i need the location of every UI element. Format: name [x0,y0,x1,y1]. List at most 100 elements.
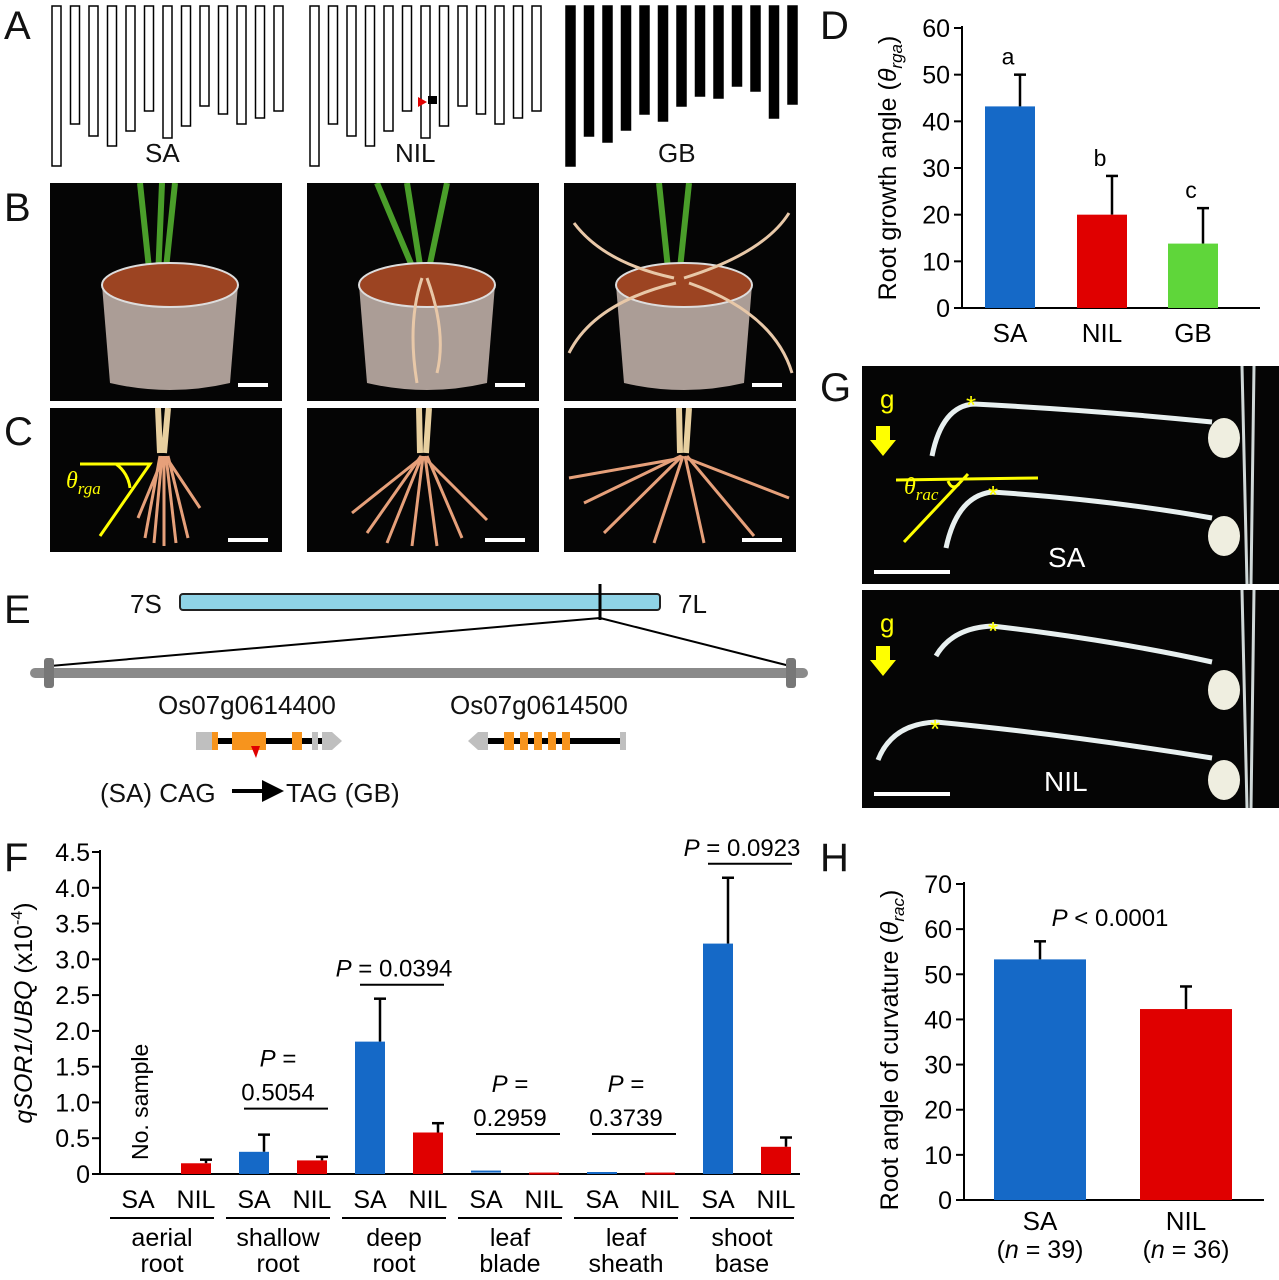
root-growth-angle-chart: 0 10 20 30 40 50 60 a SA b NIL c GB Root growth angle… [874,15,1260,348]
p-value-label: P = [260,1046,297,1073]
chromosome-bar [236,5,247,125]
scale-bar [228,538,268,542]
x-tick-label: NIL [641,1186,680,1214]
chromosome-bar [125,5,136,132]
chromosome-bar [273,5,284,112]
y-tick-label: 2.5 [55,982,90,1010]
y-tick-label: 4.5 [55,839,90,867]
y-tick-label: 10 [922,248,950,276]
scale-bar [874,792,950,796]
chromosome-bar [694,5,706,97]
panel-letter-a: A [4,4,31,48]
y-tick-label: 70 [924,871,952,899]
mutation-arrow-icon [262,780,284,802]
y-tick-label: 30 [924,1052,952,1080]
scale-bar [485,538,525,542]
x-tick-label: NIL [525,1186,564,1214]
photo-label-sa: SA [1048,542,1086,573]
x-tick-label: NIL [177,1186,216,1214]
y-tick-label: 30 [922,155,950,183]
angle-label-rac: θrac [904,474,938,505]
y-tick-label: 60 [924,916,952,944]
chromosome-bar [88,5,99,137]
chromosome-bar [620,5,632,131]
bar-nil [1077,214,1127,308]
chromosome-bar [51,5,62,167]
p-value-label: P = [608,1071,645,1098]
gravity-label: g [880,608,895,638]
graphical-genotype-panel [51,5,798,167]
scale-bar [742,538,782,542]
x-tick-label: NIL [409,1186,448,1214]
chromosome-bar [69,5,81,125]
chromosome-bar [179,593,661,611]
chromosome-bar [639,5,650,115]
gene2-structure [468,732,626,750]
tissue-label: root [140,1250,183,1278]
angle-subscript: rga [77,478,101,498]
tissue-label: root [372,1250,415,1278]
curvature-photo-sa: * * g θrac SA [862,366,1279,584]
root-curvature-chart: 0 10 20 30 40 50 60 70 SA(n = 39) NIL(n = 36) P < … [876,871,1264,1264]
gene-map-panel [30,584,808,802]
chromosome-label-short: 7S [130,589,162,619]
y-tick-label: 20 [924,1097,952,1125]
x-tick-label: SA [701,1186,735,1214]
svg-text:*: * [988,480,998,510]
chromosome-bar [199,5,210,107]
significance-letter: a [1002,44,1015,70]
y-tick-label: 0 [938,1187,952,1215]
gene1-label: Os07g0614400 [158,690,336,720]
root-photo-gb [564,408,796,552]
bar-nil [1140,1009,1232,1200]
panel-letter-f: F [4,836,29,880]
tissue-label: deep [366,1224,422,1252]
expression-chart: 00.51.01.52.02.53.03.54.04.5SA NILaerialr… [9,835,800,1278]
y-tick-label: 1.0 [55,1089,90,1117]
panel-letter-h: H [820,836,849,880]
bar-nil [181,1163,211,1174]
significance-letter: b [1094,145,1107,171]
bar-sa [985,106,1035,309]
bar-gb [1168,243,1218,308]
tissue-label: sheath [588,1250,663,1278]
p-value-number: 0.2959 [473,1105,546,1132]
y-tick-label: 2.0 [55,1018,90,1046]
mutation-label-sa: (SA) CAG [100,778,216,808]
y-tick-label: 10 [924,1142,952,1170]
y-tick-label: 50 [922,62,950,90]
chromosome-bar [475,5,487,115]
scale-bar [238,383,268,387]
region-bar [30,668,808,678]
chromosome-bar [713,5,724,99]
chromosome-bar [346,5,357,137]
chromosome-bar [438,5,450,127]
p-value-label: P = [492,1071,529,1098]
panel-letter-c: C [4,410,33,454]
bar-sa [355,1041,385,1174]
p-value-label: P = 0.0394 [336,956,453,983]
tissue-label: shallow [236,1224,320,1252]
y-tick-label: 20 [922,202,950,230]
chromosome-bar [731,5,743,87]
y-tick-label: 0 [76,1161,90,1189]
genotype-label-gb: GB [658,138,696,168]
chromosome-bar [401,5,413,112]
y-tick-label: 1.5 [55,1054,90,1082]
bar-nil [297,1160,327,1174]
y-tick-label: 4.0 [55,875,90,903]
pot-photo-sa [50,183,282,401]
chromosome-bar [217,5,229,115]
bar-sa [703,943,733,1174]
chromosome-bar [676,5,687,107]
locus-arrow-icon [418,97,427,107]
tissue-label: shoot [711,1224,772,1252]
chromosome-bar [327,5,339,125]
sample-size-label: (n = 39) [997,1236,1084,1264]
y-tick-label: 40 [922,108,950,136]
genotype-label-nil: NIL [395,138,436,168]
sample-size-label: (n = 36) [1143,1236,1230,1264]
curvature-photo-nil: * * g NIL [862,590,1279,808]
x-tick-label: GB [1174,318,1212,348]
x-tick-label: SA [353,1186,387,1214]
